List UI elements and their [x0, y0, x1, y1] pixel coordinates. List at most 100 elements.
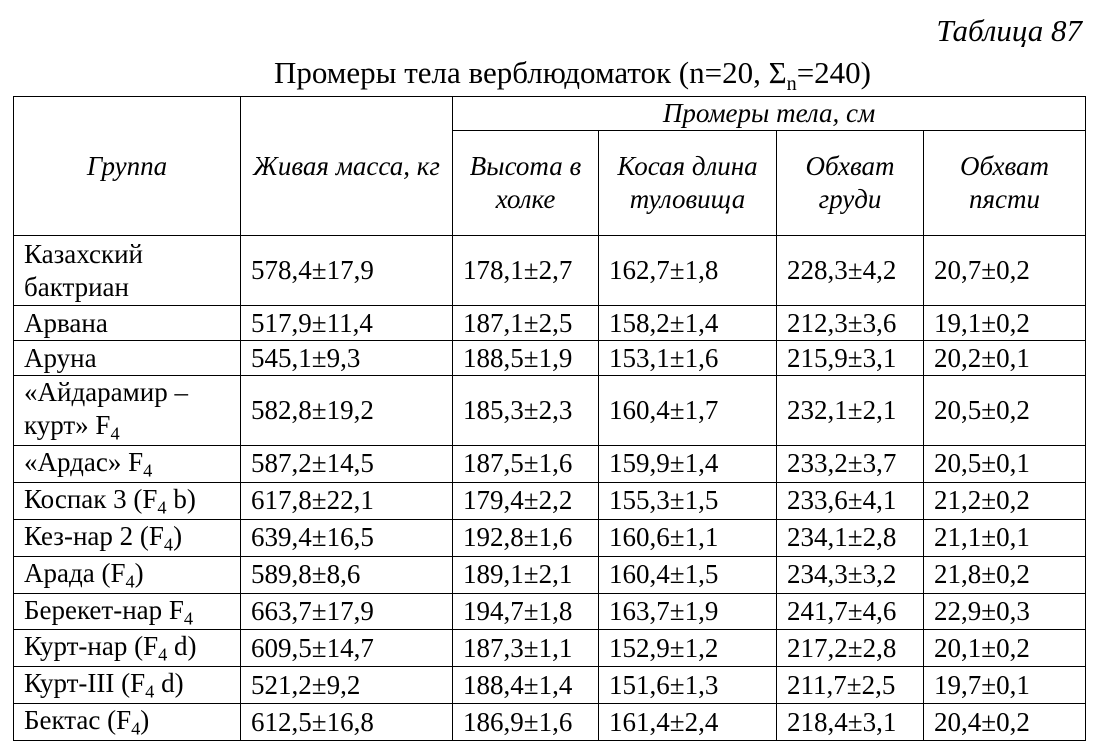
table-title: Промеры тела верблюдоматок (n=20, Σn=240… [0, 54, 1102, 96]
cell-pastern: 20,4±0,2 [922, 703, 1087, 742]
cell-height: 188,5±1,9 [452, 340, 599, 376]
cell-mass: 589,8±8,6 [240, 555, 453, 594]
group-name: Казахский бактриан [24, 238, 144, 302]
cell-mass: 612,5±16,8 [240, 703, 453, 742]
cell-length: 151,6±1,3 [598, 666, 777, 705]
cell-length: 160,4±1,7 [598, 375, 777, 446]
cell-pastern: 19,1±0,2 [922, 305, 1087, 341]
cell-pastern: 22,9±0,3 [922, 592, 1087, 631]
table-row: Берекет-нар F4 663,7±17,9 194,7±1,8 163,7±1… [13, 592, 1087, 631]
table-row: Коспак 3 (F4 b) 617,8±22,1 179,4±2,2 155,3±… [13, 481, 1087, 520]
cell-height: 192,8±1,6 [452, 518, 599, 557]
cell-chest: 234,1±2,8 [776, 518, 924, 557]
header-measures: Промеры тела, см [451, 96, 1087, 131]
group-name: Берекет-нар F [24, 594, 184, 625]
group-suffix: ) [134, 557, 144, 588]
cell-chest: 218,4±3,1 [776, 703, 924, 742]
table-row: «Айдарамир – курт» F4 582,8±19,2 185,3±2,3… [13, 375, 1087, 446]
cell-pastern: 20,1±0,2 [922, 629, 1087, 668]
group-suffix: d) [154, 668, 184, 699]
cell-group: Казахский бактриан [13, 235, 241, 306]
cell-mass: 617,8±22,1 [240, 481, 453, 520]
cell-mass: 663,7±17,9 [240, 592, 453, 631]
cell-group: «Айдарамир – курт» F4 [13, 375, 241, 446]
group-name: Курт-III (F [24, 668, 146, 699]
group-name: «Ардас» F [24, 447, 144, 477]
group-name: «Айдарамир – курт» F [24, 377, 188, 441]
cell-length: 163,7±1,9 [598, 592, 777, 631]
cell-length: 161,4±2,4 [598, 703, 777, 742]
group-subscript: 4 [163, 534, 174, 555]
table-title-subscript: n [786, 73, 797, 96]
cell-group: Курт-III (F4 d) [13, 666, 241, 705]
cell-mass: 521,2±9,2 [240, 666, 453, 705]
group-name: Кез-нар 2 (F [24, 520, 164, 551]
cell-group: Бектас (F4) [13, 703, 241, 742]
group-suffix: ) [173, 520, 183, 551]
cell-group: Аруна [13, 340, 241, 376]
cell-height: 188,4±1,4 [452, 666, 599, 705]
cell-chest: 217,2±2,8 [776, 629, 924, 668]
group-name: Арвана [24, 307, 108, 338]
cell-length: 152,9±1,2 [598, 629, 777, 668]
cell-pastern: 19,7±0,1 [922, 666, 1087, 705]
cell-pastern: 20,2±0,1 [922, 340, 1087, 376]
group-subscript: 4 [158, 644, 168, 665]
cell-mass: 639,4±16,5 [240, 518, 453, 557]
cell-group: Арада (F4) [13, 555, 241, 594]
cell-group: Курт-нар (F4 d) [13, 629, 241, 668]
cell-height: 187,5±1,6 [452, 445, 599, 483]
group-name: Арада (F [24, 557, 126, 588]
header-mass: Живая масса, кг [240, 96, 453, 236]
cell-height: 178,1±2,7 [452, 235, 599, 306]
cell-length: 159,9±1,4 [598, 445, 777, 483]
group-suffix: ) [140, 705, 150, 736]
cell-chest: 233,2±3,7 [776, 445, 924, 483]
group-suffix: b) [166, 483, 196, 514]
cell-height: 187,1±2,5 [452, 305, 599, 341]
cell-height: 189,1±2,1 [452, 555, 599, 594]
group-subscript: 4 [183, 608, 194, 629]
group-suffix: d) [167, 631, 197, 662]
table-row: Арвана 517,9±11,4 187,1±2,5 158,2±1,4 212,3±… [13, 305, 1087, 341]
group-subscript: 4 [131, 718, 141, 739]
table-row: Курт-нар (F4 d) 609,5±14,7 187,3±1,1 152,9±… [13, 629, 1087, 668]
cell-length: 158,2±1,4 [598, 305, 777, 341]
cell-length: 160,4±1,5 [598, 555, 777, 594]
cell-pastern: 20,7±0,2 [922, 235, 1087, 306]
table-title-text: Промеры тела верблюдоматок (n=20, Σ [273, 55, 787, 90]
cell-length: 155,3±1,5 [598, 481, 777, 520]
cell-height: 185,3±2,3 [452, 375, 599, 446]
cell-height: 187,3±1,1 [452, 629, 599, 668]
cell-pastern: 20,5±0,1 [922, 445, 1087, 483]
cell-group: Кез-нар 2 (F4) [13, 518, 241, 557]
cell-chest: 212,3±3,6 [776, 305, 924, 341]
table-row: Арада (F4) 589,8±8,6 189,1±2,1 160,4±1,5 234… [13, 555, 1087, 594]
cell-chest: 241,7±4,6 [776, 592, 924, 631]
cell-length: 153,1±1,6 [598, 340, 777, 376]
cell-mass: 582,8±19,2 [240, 375, 453, 446]
table-row: Бектас (F4) 612,5±16,8 186,9±1,6 161,4±2,4 2… [13, 703, 1087, 742]
group-name: Курт-нар (F [24, 631, 159, 662]
cell-chest: 215,9±3,1 [776, 340, 924, 376]
cell-chest: 211,7±2,5 [776, 666, 924, 705]
cell-group: Берекет-нар F4 [13, 592, 241, 631]
group-subscript: 4 [157, 497, 167, 518]
cell-length: 160,6±1,1 [598, 518, 777, 557]
cell-mass: 609,5±14,7 [240, 629, 453, 668]
table-title-tail: =240) [796, 55, 872, 90]
cell-height: 194,7±1,8 [452, 592, 599, 631]
table-row: «Ардас» F4 587,2±14,5 187,5±1,6 159,9±1,4 23… [13, 445, 1087, 483]
group-subscript: 4 [145, 681, 155, 702]
cell-chest: 234,3±3,2 [776, 555, 924, 594]
table-number: Таблица 87 [936, 13, 1082, 48]
cell-pastern: 20,5±0,2 [922, 375, 1087, 446]
cell-height: 186,9±1,6 [452, 703, 599, 742]
cell-pastern: 21,2±0,2 [922, 481, 1087, 520]
table-row: Казахский бактриан 578,4±17,9 178,1±2,7 162… [13, 235, 1087, 306]
cell-mass: 545,1±9,3 [240, 340, 453, 376]
cell-group: Арвана [13, 305, 241, 341]
cell-length: 162,7±1,8 [598, 235, 777, 306]
group-name: Бектас (F [24, 705, 132, 736]
table-body: Казахский бактриан 578,4±17,9 178,1±2,7 162… [13, 235, 1087, 742]
